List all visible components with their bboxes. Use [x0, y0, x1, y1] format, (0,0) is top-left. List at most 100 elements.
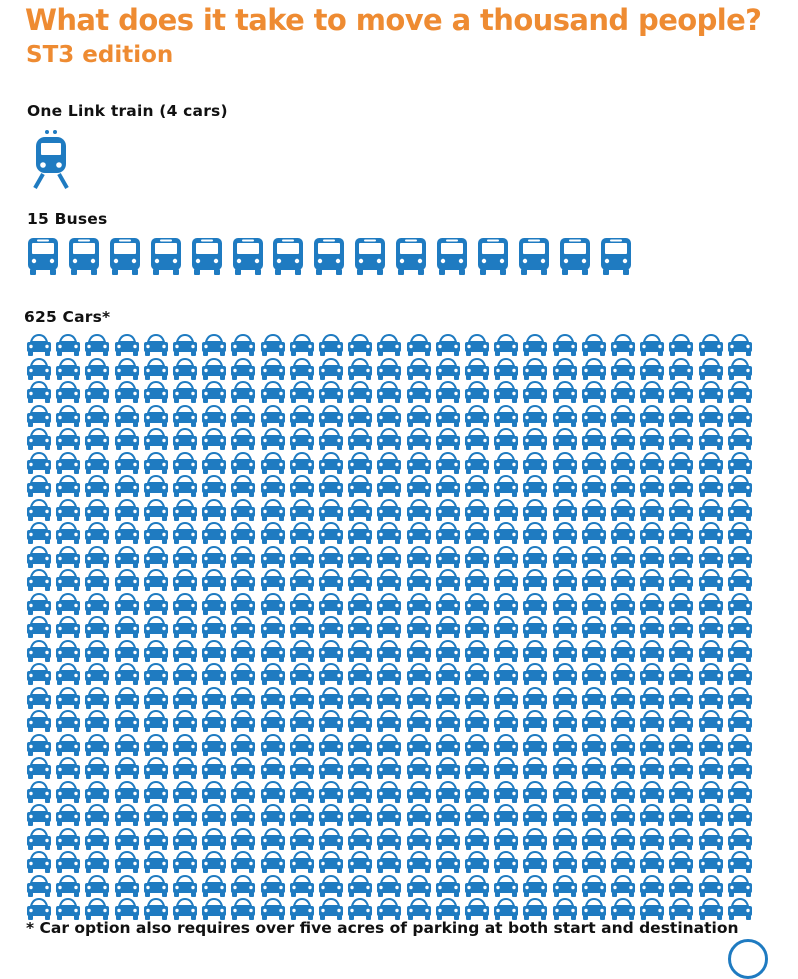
car-icon — [260, 451, 286, 479]
car-icon — [201, 427, 227, 455]
car-icon — [464, 874, 490, 902]
car-icon — [289, 686, 315, 714]
car-icon — [464, 404, 490, 432]
car-icon — [26, 874, 52, 902]
car-icon — [84, 333, 110, 361]
car-icon — [289, 545, 315, 573]
car-icon — [698, 568, 724, 596]
car-icon — [289, 592, 315, 620]
car-icon — [668, 780, 694, 808]
car-icon — [114, 827, 140, 855]
car-icon — [318, 662, 344, 690]
car-icon — [727, 756, 753, 784]
car-icon — [727, 521, 753, 549]
car-icon — [26, 639, 52, 667]
car-icon — [230, 380, 256, 408]
car-grid — [26, 333, 753, 925]
car-icon — [493, 357, 519, 385]
car-icon — [435, 827, 461, 855]
car-icon — [114, 427, 140, 455]
car-icon — [464, 803, 490, 831]
car-icon — [347, 380, 373, 408]
car-icon — [464, 357, 490, 385]
car-icon — [727, 333, 753, 361]
car-icon — [114, 568, 140, 596]
car-icon — [84, 780, 110, 808]
car-icon — [581, 404, 607, 432]
bus-icon — [271, 236, 305, 280]
car-icon — [143, 521, 169, 549]
car-icon — [84, 827, 110, 855]
car-icon — [84, 850, 110, 878]
car-icon — [26, 709, 52, 737]
car-icon — [143, 474, 169, 502]
car-icon — [260, 380, 286, 408]
car-icon — [581, 827, 607, 855]
car-icon — [289, 333, 315, 361]
car-icon — [552, 498, 578, 526]
car-icon — [552, 850, 578, 878]
car-icon — [668, 474, 694, 502]
car-icon — [552, 592, 578, 620]
train-label: One Link train (4 cars) — [27, 102, 228, 120]
car-icon — [581, 545, 607, 573]
car-icon — [522, 803, 548, 831]
car-icon — [639, 333, 665, 361]
car-icon — [114, 592, 140, 620]
car-icon — [522, 592, 548, 620]
car-icon — [201, 521, 227, 549]
car-icon — [318, 709, 344, 737]
car-icon — [55, 333, 81, 361]
bus-icon — [312, 236, 346, 280]
car-icon — [143, 686, 169, 714]
car-icon — [318, 780, 344, 808]
car-icon — [522, 850, 548, 878]
car-icon — [552, 615, 578, 643]
car-icon — [260, 615, 286, 643]
car-icon — [289, 427, 315, 455]
car-icon — [26, 850, 52, 878]
bus-icon — [599, 236, 633, 280]
car-icon — [260, 404, 286, 432]
car-icon — [143, 874, 169, 902]
car-icon — [639, 592, 665, 620]
car-icon — [114, 686, 140, 714]
car-icon — [26, 733, 52, 761]
car-icon — [668, 357, 694, 385]
car-icon — [406, 498, 432, 526]
car-icon — [230, 897, 256, 925]
car-icon — [435, 404, 461, 432]
car-icon — [376, 521, 402, 549]
car-icon — [289, 498, 315, 526]
car-icon — [406, 639, 432, 667]
car-icon — [698, 827, 724, 855]
car-icon — [230, 756, 256, 784]
car-icon — [668, 545, 694, 573]
car-icon — [727, 827, 753, 855]
car-icon — [143, 756, 169, 784]
car-icon — [84, 803, 110, 831]
car-icon — [522, 498, 548, 526]
car-icon — [376, 404, 402, 432]
car-icon — [727, 498, 753, 526]
car-icon — [493, 662, 519, 690]
car-icon — [698, 803, 724, 831]
car-icon — [55, 662, 81, 690]
car-icon — [260, 662, 286, 690]
car-icon — [639, 686, 665, 714]
car-icon — [464, 380, 490, 408]
car-icon — [464, 427, 490, 455]
car-icon — [727, 592, 753, 620]
car-icon — [668, 568, 694, 596]
car-icon — [55, 733, 81, 761]
car-icon — [668, 639, 694, 667]
car-icon — [114, 780, 140, 808]
car-icon — [289, 615, 315, 643]
car-icon — [552, 686, 578, 714]
car-icon — [114, 756, 140, 784]
car-icon — [230, 662, 256, 690]
car-icon — [201, 897, 227, 925]
car-icon — [698, 897, 724, 925]
car-icon — [55, 380, 81, 408]
car-icon — [376, 874, 402, 902]
